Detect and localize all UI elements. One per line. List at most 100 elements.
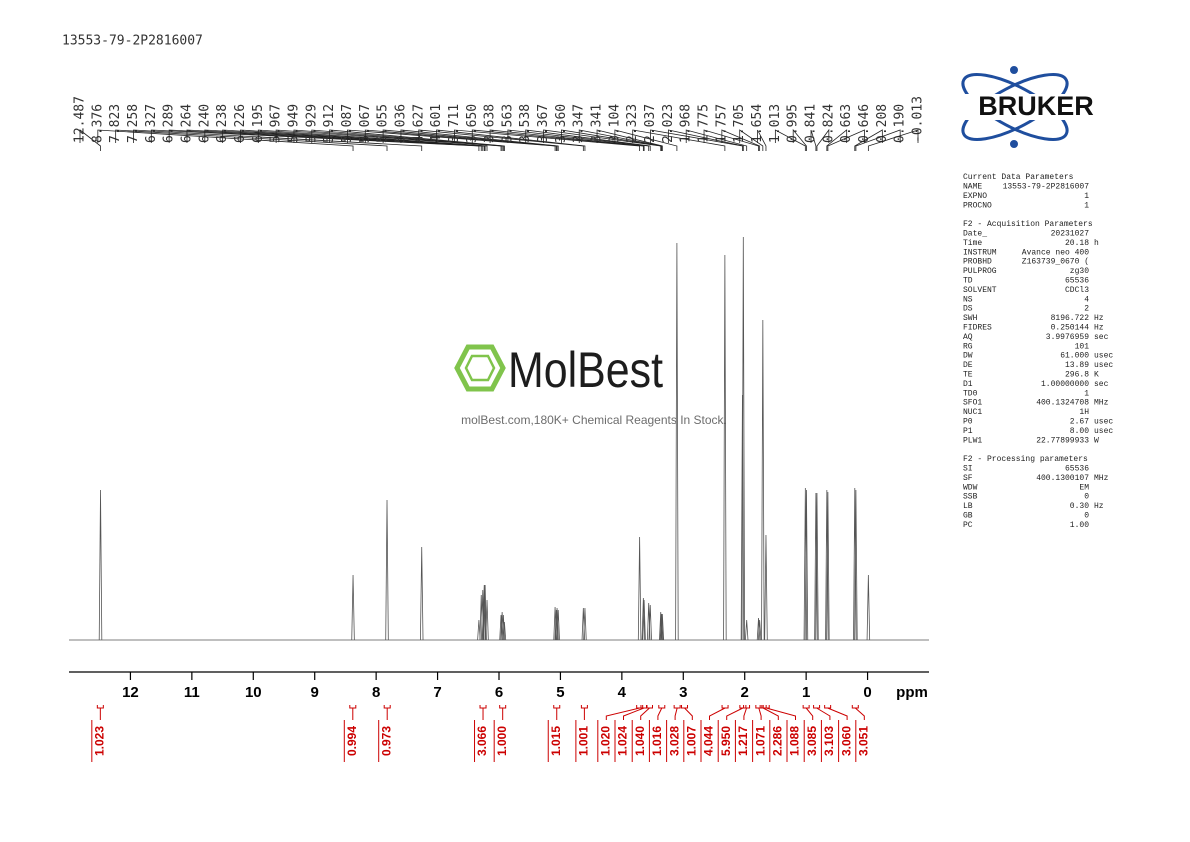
integral-bracket [553, 705, 561, 709]
param-value: CDCl3 [1065, 286, 1089, 295]
peak [756, 617, 761, 641]
integral-bracket [824, 705, 832, 709]
peak-label: 3.650 [465, 104, 480, 143]
peak [485, 599, 489, 641]
peak-connector [133, 129, 423, 151]
peak-label: 8.376 [90, 104, 105, 143]
peak [804, 489, 809, 641]
integral-bracket [96, 705, 104, 709]
param-name: DW [963, 352, 973, 361]
peak [642, 599, 646, 641]
param-value: 20231027 [1051, 230, 1090, 239]
peak-connector [757, 129, 767, 151]
param-value: 1H [1079, 408, 1089, 417]
peak-label: 12.487 [73, 96, 88, 143]
x-tick-label: 10 [245, 684, 262, 701]
integral-bracket [851, 705, 859, 709]
peak-connector [329, 129, 505, 151]
integral-label: 1.040 [633, 726, 647, 756]
peak [741, 236, 746, 641]
peak-connector [632, 129, 726, 151]
integral-connector [743, 707, 748, 720]
peak-connector [97, 129, 354, 151]
peak-connector [816, 128, 830, 151]
peak-label: 4.627 [411, 104, 426, 143]
param-unit: usec [1094, 352, 1113, 361]
peak-connector [855, 129, 901, 151]
integral-connector [827, 707, 848, 720]
peak-label: 3.360 [554, 104, 569, 143]
param-value: 65536 [1065, 465, 1089, 474]
param-value: 20.18 [1065, 239, 1089, 248]
peak-label: 6.238 [215, 104, 230, 143]
integral-connector [709, 707, 726, 720]
param-group-title: F2 - Processing parameters [963, 455, 1088, 464]
peak-label: 5.912 [322, 104, 337, 143]
param-unit: W [1094, 436, 1099, 445]
param-value: 2.67 [1070, 418, 1089, 427]
peak [866, 574, 871, 641]
integral-label: 1.007 [684, 726, 698, 756]
integral-bracket [349, 705, 357, 709]
param-value: 22.77899933 [1036, 436, 1089, 445]
peak-connector [650, 129, 743, 151]
param-group-title: F2 - Acquisition Parameters [963, 220, 1093, 229]
peak-label: 4.601 [429, 104, 444, 143]
peak-label: 6.327 [144, 104, 159, 143]
integral-label: 1.001 [577, 726, 591, 756]
integral-connector [854, 707, 865, 720]
peak-label: 0.646 [857, 104, 872, 143]
peak-label: 1.705 [732, 104, 747, 143]
peak-label: 0.190 [893, 104, 908, 143]
peak-label: 7.258 [126, 104, 141, 143]
peak-connector [222, 129, 485, 151]
integral-connector [758, 707, 762, 720]
peak [556, 609, 560, 641]
integral-label: 1.024 [616, 726, 630, 756]
peak-connector [525, 129, 651, 151]
peak-connector [774, 129, 806, 151]
integral-connector [726, 707, 744, 720]
param-unit: Hz [1094, 324, 1104, 333]
peak-connector [454, 129, 641, 151]
peak-connector [418, 129, 584, 151]
peak-connector [293, 129, 503, 151]
peak-label: 5.087 [340, 104, 355, 143]
integral-label: 1.023 [93, 726, 107, 756]
integral-label: 1.071 [753, 726, 767, 756]
peak-label: 6.240 [197, 104, 212, 143]
peak-label: 6.226 [233, 104, 248, 143]
param-value: 8196.722 [1051, 314, 1090, 323]
watermark-brand: MolBest [508, 342, 663, 398]
peak-connector [79, 129, 101, 151]
param-name: DE [963, 361, 973, 370]
peak [825, 489, 829, 641]
param-unit: h [1094, 239, 1099, 248]
param-name: SWH [963, 314, 978, 323]
peak-label: 3.367 [536, 104, 551, 143]
peak-label: 5.067 [358, 104, 373, 143]
integral-bracket [721, 705, 729, 709]
param-unit: usec [1094, 418, 1113, 427]
integral-bracket [673, 705, 681, 709]
peak-connector [257, 129, 488, 151]
peak [815, 492, 819, 641]
peak-connector [364, 129, 557, 151]
peak-connector [614, 129, 678, 151]
param-name: WDW [963, 483, 978, 492]
peak [482, 584, 487, 641]
param-unit: MHz [1094, 399, 1109, 408]
peak-connector [685, 129, 748, 151]
param-name: TD0 [963, 389, 978, 398]
x-tick-label: 4 [618, 684, 627, 701]
peak-label: 0.824 [821, 104, 836, 143]
integral-label: 0.994 [345, 726, 359, 756]
param-name: INSTRUM [963, 248, 997, 257]
peak-connector [792, 128, 807, 151]
param-name: P1 [963, 427, 973, 436]
x-tick-label: 3 [679, 684, 687, 701]
peak-label: 3.638 [483, 104, 498, 143]
param-value: Z163739_0670 ( [1022, 258, 1089, 267]
peak-label: 0.841 [804, 104, 819, 143]
param-value: 4 [1084, 295, 1089, 304]
